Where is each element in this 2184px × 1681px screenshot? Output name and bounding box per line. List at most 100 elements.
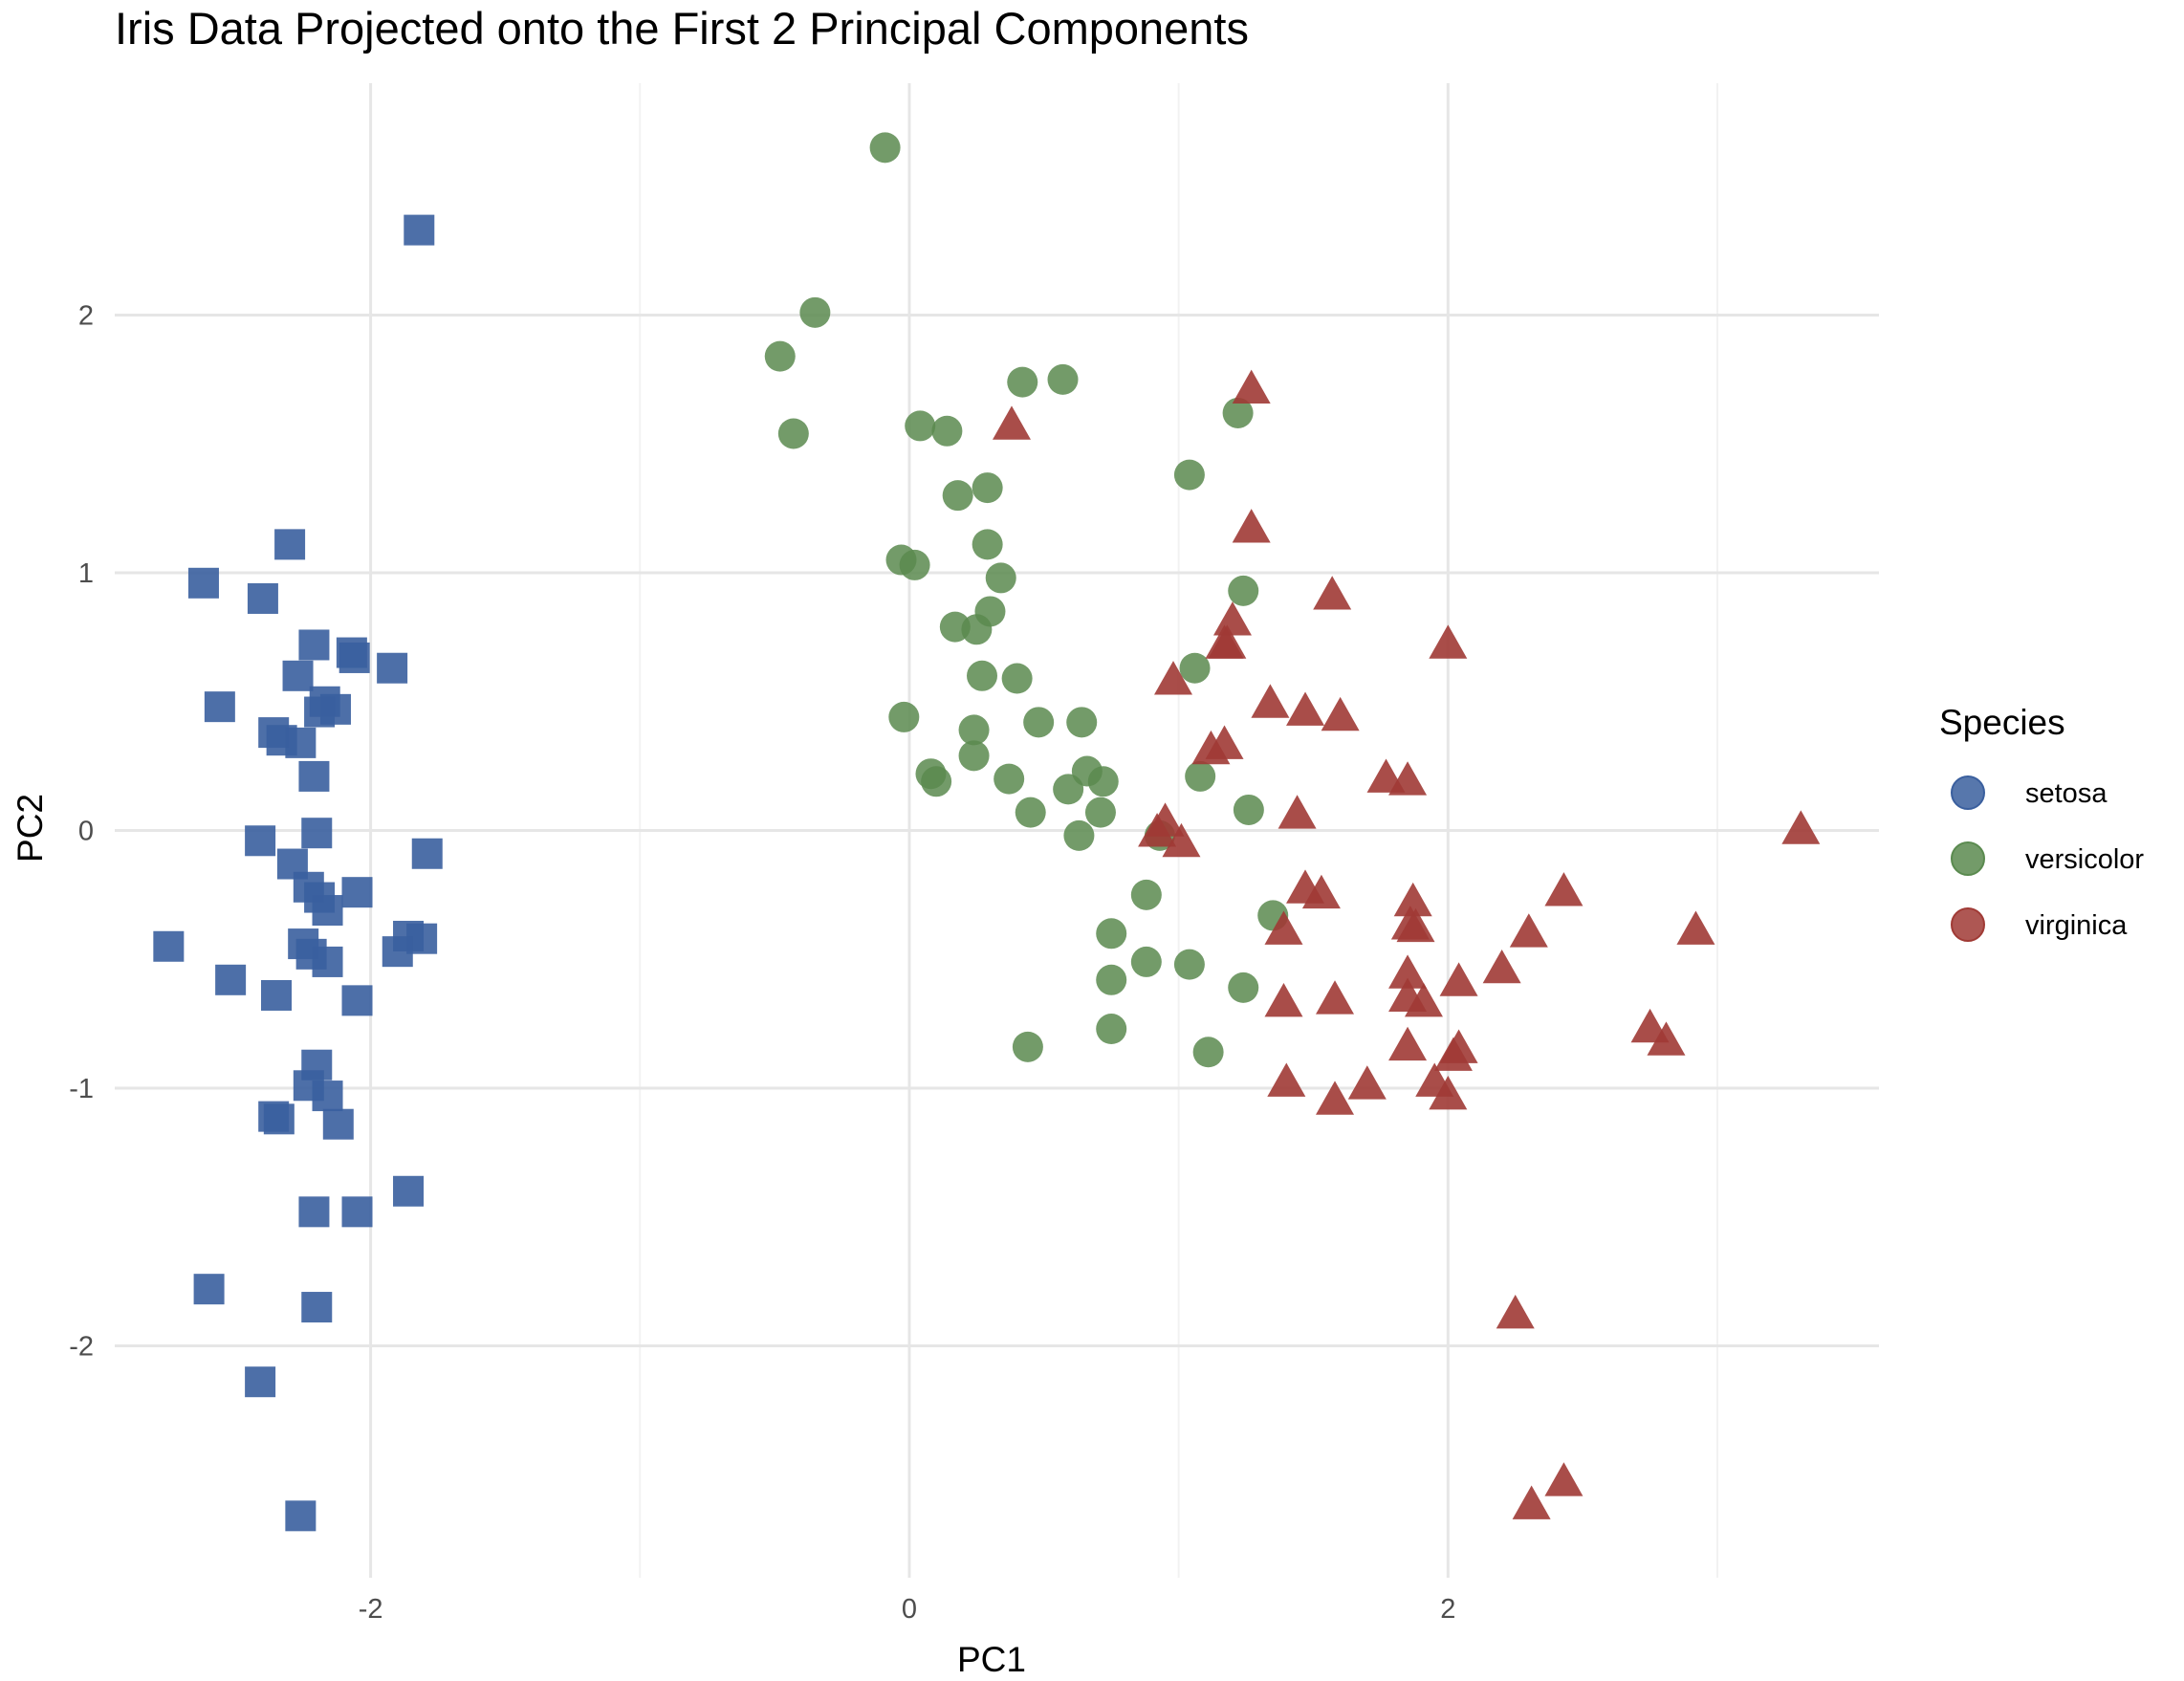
- point-virginica: [1316, 980, 1355, 1015]
- y-tick-label: 2: [78, 301, 94, 332]
- point-virginica: [1429, 1075, 1468, 1110]
- point-virginica: [1544, 872, 1583, 906]
- point-versicolor: [1023, 707, 1055, 738]
- point-virginica: [1388, 761, 1428, 796]
- point-setosa: [304, 696, 336, 728]
- point-virginica: [1482, 949, 1521, 984]
- point-virginica: [1212, 601, 1252, 636]
- point-versicolor: [1015, 797, 1046, 828]
- point-virginica: [1301, 874, 1341, 909]
- point-virginica: [1313, 576, 1352, 610]
- point-virginica: [1544, 1462, 1583, 1496]
- point-versicolor: [764, 340, 796, 372]
- point-virginica: [1433, 1037, 1473, 1071]
- point-versicolor: [1228, 971, 1259, 1003]
- point-versicolor: [888, 701, 920, 732]
- point-setosa: [339, 642, 370, 673]
- legend-key-virginica: [1951, 907, 1985, 942]
- point-versicolor: [921, 766, 952, 797]
- point-virginica: [1251, 684, 1290, 718]
- point-setosa: [298, 629, 330, 661]
- point-setosa: [263, 1103, 295, 1135]
- y-tick-label: 0: [78, 817, 94, 847]
- point-setosa: [404, 214, 435, 246]
- point-virginica: [1509, 913, 1548, 948]
- point-setosa: [193, 1274, 225, 1305]
- legend-title: Species: [1939, 703, 2065, 742]
- point-versicolor: [1222, 397, 1254, 428]
- point-virginica: [1278, 795, 1317, 829]
- point-virginica: [1264, 910, 1303, 945]
- x-tick-label: -2: [359, 1594, 383, 1625]
- point-setosa: [298, 760, 330, 792]
- point-virginica: [1162, 822, 1201, 858]
- point-setosa: [153, 930, 185, 962]
- point-setosa: [341, 1196, 373, 1228]
- legend-entries: setosa versicolor virginica: [1951, 775, 2144, 942]
- point-versicolor: [869, 132, 901, 164]
- legend-key-setosa: [1951, 775, 1985, 810]
- point-versicolor: [958, 740, 990, 772]
- point-setosa: [322, 1108, 354, 1140]
- x-tick-label: 0: [902, 1594, 917, 1625]
- point-versicolor: [1087, 766, 1119, 797]
- point-versicolor: [1192, 1037, 1224, 1068]
- point-virginica: [1267, 1062, 1306, 1097]
- point-versicolor: [1007, 366, 1038, 398]
- point-setosa: [301, 818, 333, 849]
- legend-label-virginica: virginica: [2025, 910, 2128, 941]
- point-virginica: [1205, 624, 1244, 659]
- point-versicolor: [994, 763, 1025, 795]
- point-virginica: [1388, 954, 1428, 989]
- point-versicolor: [942, 480, 973, 512]
- point-versicolor: [1047, 363, 1079, 395]
- point-setosa: [204, 691, 235, 723]
- point-setosa: [261, 979, 293, 1011]
- point-versicolor: [961, 614, 993, 645]
- point-versicolor: [1096, 918, 1127, 950]
- point-versicolor: [972, 472, 1003, 504]
- point-setosa: [312, 946, 343, 977]
- point-virginica: [1286, 691, 1325, 726]
- point-versicolor: [799, 296, 831, 328]
- legend: Species setosa versicolor virginica: [1939, 703, 2144, 942]
- point-versicolor: [1185, 760, 1216, 792]
- point-virginica: [1647, 1021, 1686, 1056]
- x-axis-ticks: -2 0 2: [359, 1594, 1456, 1625]
- point-setosa: [285, 727, 317, 758]
- point-versicolor: [1173, 949, 1205, 980]
- point-versicolor: [1130, 879, 1162, 910]
- series-virginica: [992, 369, 1821, 1519]
- point-virginica: [1138, 813, 1177, 847]
- point-versicolor: [1053, 774, 1084, 805]
- point-virginica: [1264, 982, 1303, 1017]
- point-setosa: [187, 567, 219, 599]
- point-setosa: [215, 964, 247, 995]
- point-setosa: [312, 1081, 343, 1112]
- point-setosa: [245, 825, 276, 857]
- point-virginica: [1393, 882, 1432, 917]
- legend-key-versicolor: [1951, 841, 1985, 876]
- point-setosa: [341, 877, 373, 908]
- point-setosa: [282, 660, 314, 691]
- series-versicolor: [764, 132, 1289, 1068]
- point-setosa: [382, 936, 413, 968]
- point-versicolor: [1233, 794, 1264, 825]
- legend-label-versicolor: versicolor: [2025, 844, 2144, 875]
- point-versicolor: [777, 418, 809, 449]
- point-virginica: [1232, 509, 1271, 543]
- point-setosa: [312, 895, 343, 927]
- point-virginica: [1676, 910, 1715, 945]
- point-setosa: [274, 529, 306, 560]
- point-virginica: [1781, 810, 1821, 844]
- point-versicolor: [1096, 964, 1127, 995]
- point-setosa: [245, 1366, 276, 1398]
- point-versicolor: [1012, 1031, 1043, 1062]
- point-versicolor: [905, 410, 936, 442]
- point-virginica: [1512, 1485, 1551, 1519]
- point-virginica: [1429, 624, 1468, 659]
- point-virginica: [1439, 962, 1478, 996]
- point-versicolor: [1173, 459, 1205, 491]
- legend-label-setosa: setosa: [2025, 778, 2108, 809]
